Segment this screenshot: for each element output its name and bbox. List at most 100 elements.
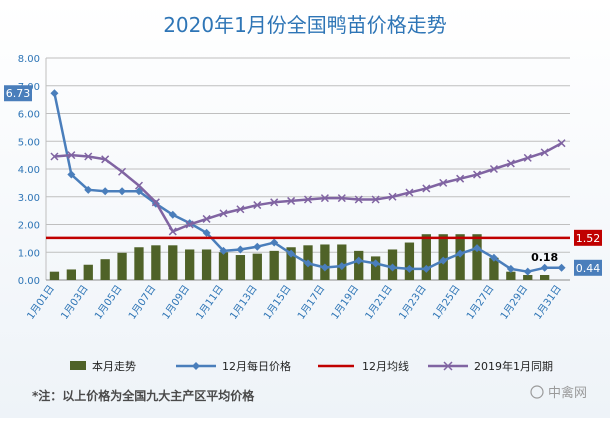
bar (269, 250, 279, 280)
point (253, 242, 262, 251)
bar (235, 255, 246, 280)
legend-label: 2019年1月同期 (474, 359, 553, 373)
point (422, 264, 431, 273)
point (84, 152, 93, 161)
point (456, 174, 465, 183)
point (118, 187, 127, 196)
point (371, 195, 380, 204)
point (557, 139, 566, 148)
data-label: 6.73 (4, 85, 32, 102)
point (473, 170, 482, 179)
point (50, 152, 59, 161)
point (506, 264, 515, 273)
point (320, 194, 329, 203)
bar (523, 275, 533, 280)
chart-title: 2020年1月份全国鸭苗价格走势 (163, 13, 447, 37)
bar (286, 247, 296, 280)
legend-item: 本月走势 (70, 359, 136, 373)
bar (83, 264, 93, 280)
watermark-text: 中禽网 (548, 385, 587, 401)
bar (134, 247, 144, 280)
bar (539, 275, 550, 280)
y-tick-label: 0.00 (18, 276, 40, 287)
y-tick-label: 1.00 (18, 248, 40, 259)
y-tick-label: 6.00 (18, 110, 40, 121)
point (236, 205, 245, 214)
bar (117, 252, 127, 280)
data-label-text: 0.44 (576, 262, 601, 275)
point (118, 167, 127, 176)
bar (185, 249, 195, 280)
point (168, 210, 177, 219)
data-label-box (4, 85, 32, 102)
y-tick-label: 8.00 (18, 54, 40, 65)
point (287, 196, 296, 205)
point (540, 148, 549, 157)
bar (218, 252, 229, 280)
data-label: 0.44 (574, 259, 602, 276)
point (84, 185, 93, 194)
legend-item: 12月每日价格 (176, 359, 291, 373)
point (236, 245, 245, 254)
data-label-text: 6.73 (6, 87, 31, 100)
point (50, 89, 59, 98)
point (101, 155, 110, 164)
footnote: *注：以上价格为全国九大主产区平均价格 (32, 388, 255, 403)
legend-label: 12月每日价格 (222, 359, 291, 373)
y-tick-label: 4.00 (18, 165, 40, 176)
point (422, 184, 431, 193)
legend-item: 2019年1月同期 (428, 359, 553, 373)
bar (370, 256, 381, 280)
point (185, 220, 194, 229)
bar (421, 234, 431, 280)
point (253, 201, 262, 210)
point (489, 253, 498, 262)
point (134, 181, 143, 190)
bar (320, 244, 330, 280)
point (489, 164, 498, 174)
point (320, 263, 329, 272)
point (67, 170, 76, 179)
line-series (46, 89, 570, 276)
point (540, 263, 549, 272)
point (219, 209, 228, 218)
point (202, 214, 211, 223)
point (287, 249, 296, 258)
bar (168, 245, 178, 280)
watermark: 中禽网 (530, 385, 587, 401)
point (473, 244, 482, 253)
point (101, 187, 110, 196)
point (439, 256, 448, 265)
data-label: 0.18 (531, 251, 558, 264)
legend-label: 本月走势 (92, 359, 136, 373)
bar (49, 271, 60, 280)
point (405, 264, 414, 273)
point (270, 198, 279, 207)
y-tick-label: 3.00 (18, 193, 40, 204)
legend-item: 12月均线 (318, 359, 409, 373)
point (303, 195, 313, 204)
legend-marker (192, 362, 200, 370)
bar (489, 257, 499, 280)
data-label-box (574, 259, 602, 276)
point (151, 198, 160, 207)
bar (252, 253, 262, 280)
legend: 本月走势 12月每日价格 12月均线 2019年1月同期 (70, 359, 553, 373)
point (523, 267, 532, 276)
data-label-box (574, 229, 602, 246)
point (270, 238, 279, 247)
point (456, 249, 465, 258)
bar (506, 271, 516, 280)
bar (100, 259, 110, 280)
point (354, 256, 363, 265)
bar (472, 234, 482, 280)
bar (404, 242, 415, 280)
y-tick-label: 2.00 (18, 221, 40, 232)
data-label-text: 1.52 (576, 232, 601, 245)
point (219, 246, 228, 255)
data-label: 1.52 (574, 229, 602, 246)
point (557, 263, 566, 272)
legend-label: 12月均线 (362, 359, 409, 373)
